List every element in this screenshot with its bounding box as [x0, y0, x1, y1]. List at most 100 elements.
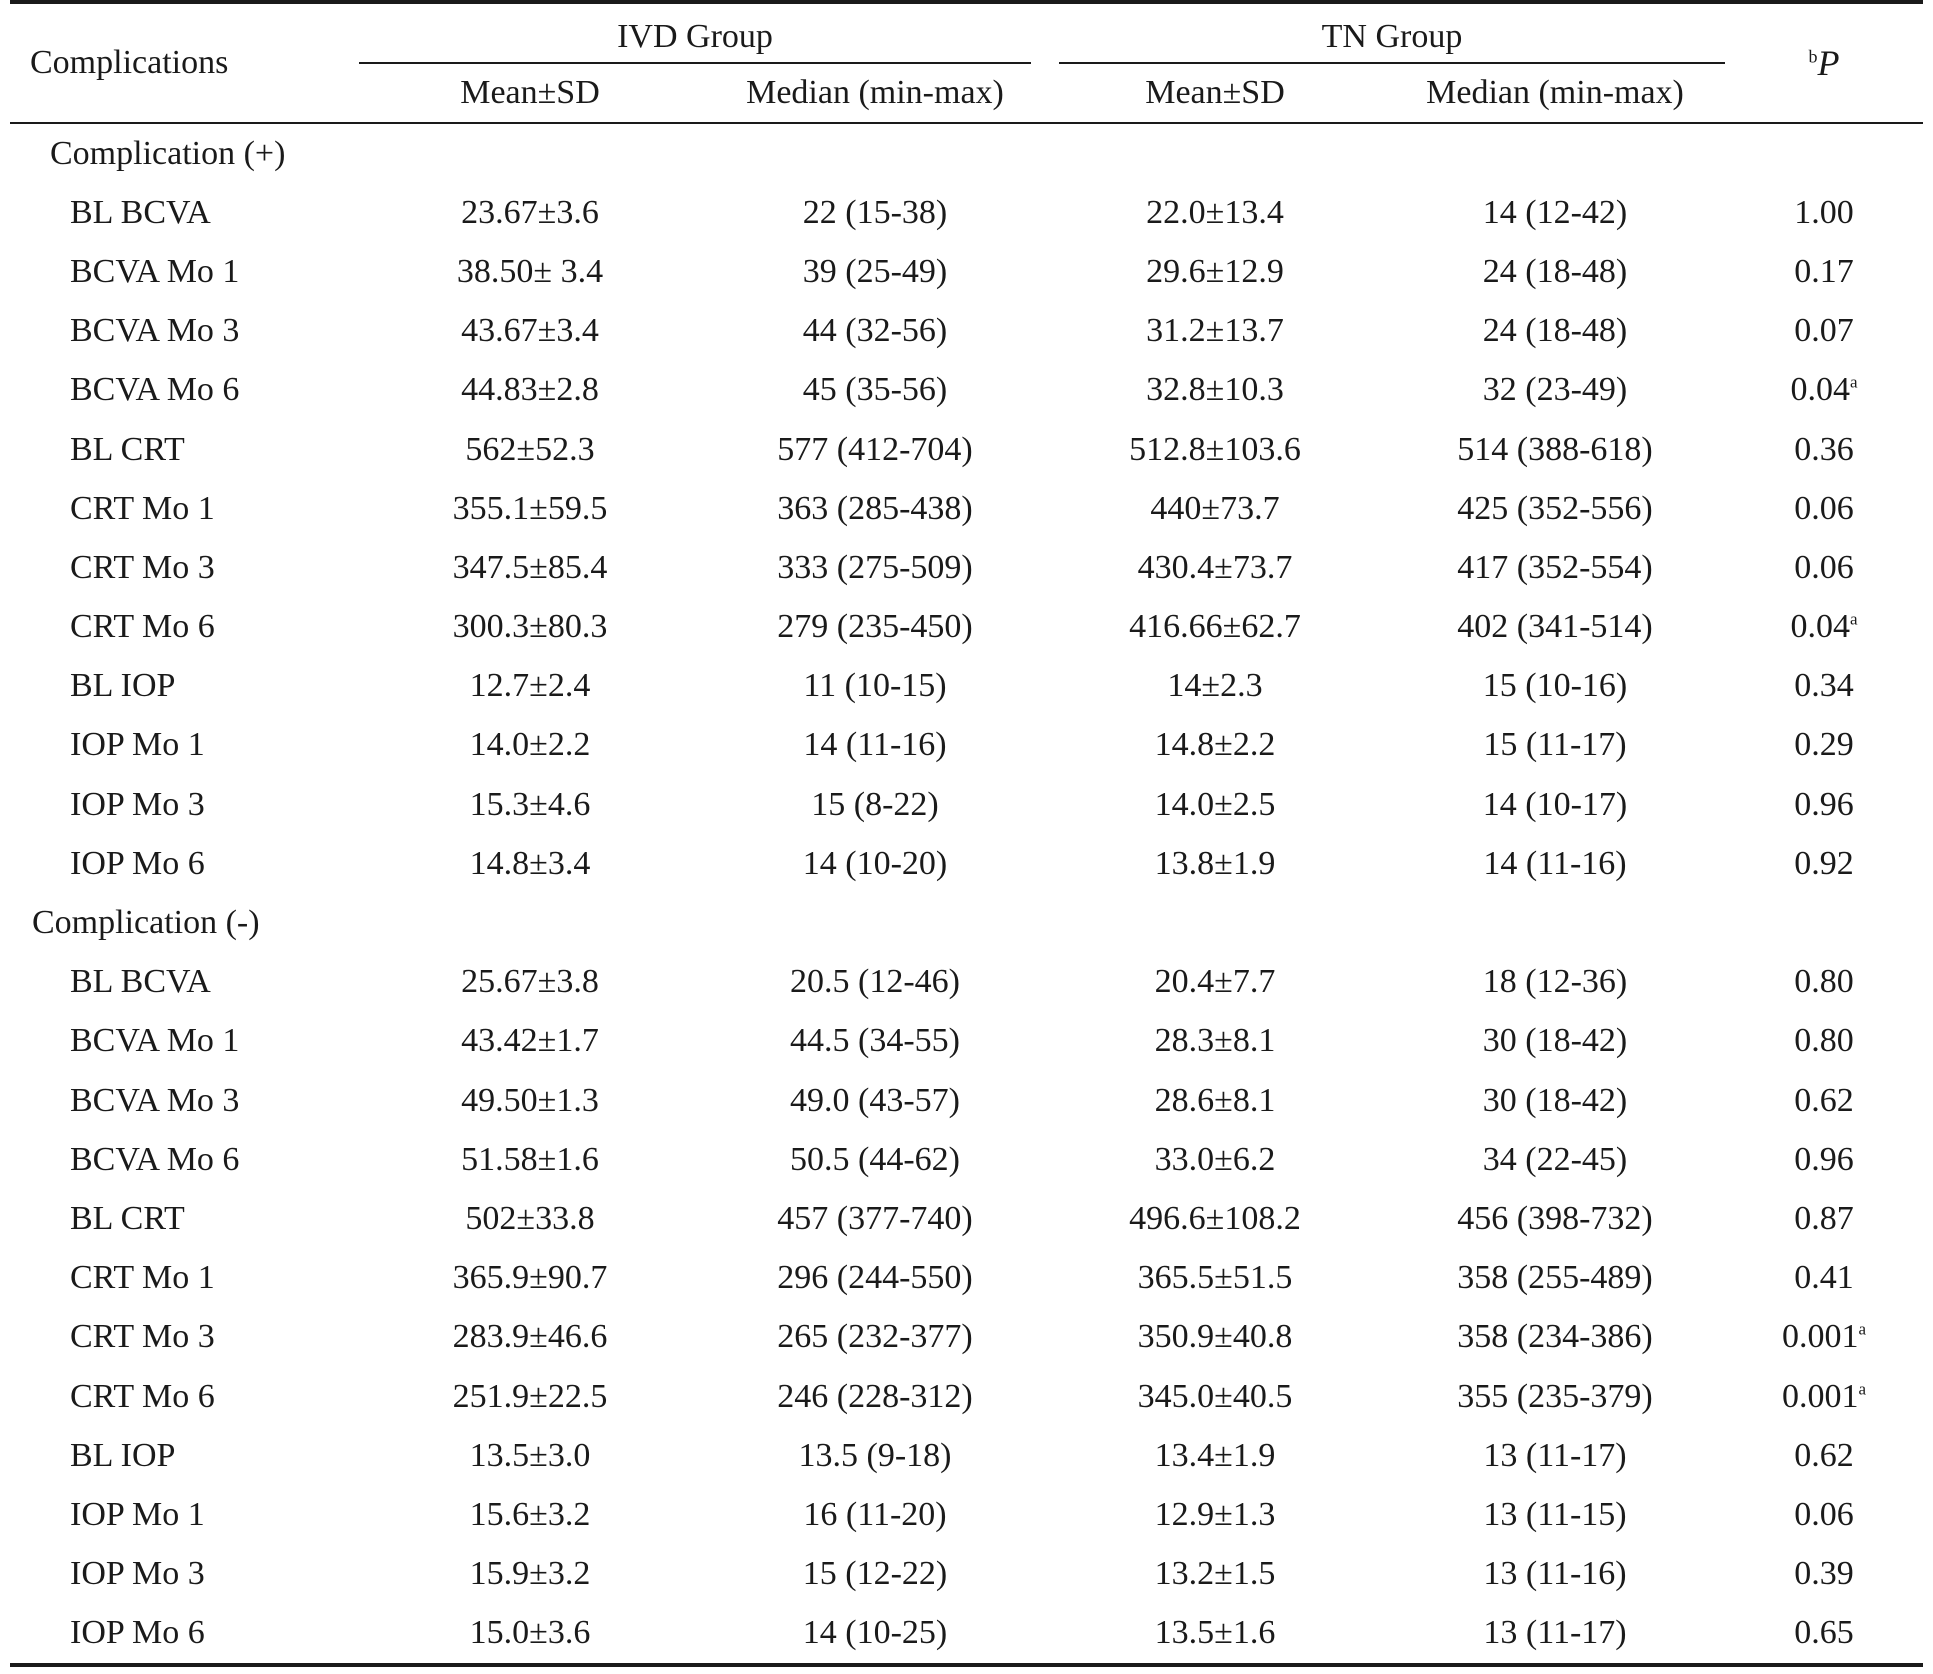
table-row: BL BCVA 25.67±3.8 20.5 (12-46) 20.4±7.7 18 (… [10, 953, 1923, 1012]
empty-cell [1045, 123, 1385, 183]
p-value: 0.80 [1794, 963, 1854, 1001]
tn-mean-sd-cell: 28.3±8.1 [1154, 1022, 1276, 1060]
ivd-median-cell: 22 (15-38) [802, 193, 948, 231]
significance-marker: a [1849, 373, 1858, 393]
p-value-cell: 0.80 [1725, 953, 1923, 1012]
table-row: BL IOP 12.7±2.4 11 (10-15) 14±2.3 15 (10-16)… [10, 657, 1923, 716]
tn-mean-sd-cell: 430.4±73.7 [1137, 548, 1293, 586]
p-value: 0.06 [1794, 1495, 1854, 1533]
p-value-cell: 0.62 [1725, 1426, 1923, 1485]
ivd-mean-sd-cell: 283.9±46.6 [452, 1318, 608, 1356]
table-row: CRT Mo 3 283.9±46.6 265 (232-377) 350.9±40.… [10, 1308, 1923, 1367]
p-value: 0.001 [1781, 1318, 1859, 1356]
tn-median-cell: 456 (398-732) [1457, 1199, 1653, 1237]
tn-median-cell: 30 (18-42) [1482, 1081, 1628, 1119]
ivd-median-cell: 363 (285-438) [777, 489, 973, 527]
tn-mean-sd-cell: 14.8±2.2 [1154, 726, 1276, 764]
ivd-median-cell: 44 (32-56) [802, 312, 948, 350]
ivd-median-cell: 44.5 (34-55) [790, 1022, 960, 1060]
p-value-cell: 1.00 [1725, 183, 1923, 242]
tn-mean-sd-cell: 31.2±13.7 [1146, 312, 1284, 350]
tn-mean-sd-cell: 33.0±6.2 [1154, 1140, 1276, 1178]
p-value: 0.65 [1794, 1614, 1854, 1652]
row-label: BL BCVA [70, 193, 211, 231]
p-value-cell: 0.001a [1725, 1367, 1923, 1426]
table-row: IOP Mo 1 15.6±3.2 16 (11-20) 12.9±1.3 13 (11… [10, 1485, 1923, 1544]
p-value-cell: 0.87 [1725, 1189, 1923, 1248]
tn-mean-sd-cell: 20.4±7.7 [1154, 963, 1276, 1001]
tn-mean-sd-cell: 440±73.7 [1150, 489, 1280, 527]
tn-mean-sd-cell: 14±2.3 [1167, 667, 1263, 705]
row-label: CRT Mo 3 [70, 1318, 215, 1356]
p-value-cell: 0.92 [1725, 834, 1923, 893]
row-label: BCVA Mo 1 [70, 252, 240, 290]
header-tn-median: Median (min-max) [1426, 74, 1684, 111]
row-label: BL IOP [70, 667, 176, 705]
tn-mean-sd-cell: 345.0±40.5 [1137, 1377, 1293, 1415]
row-label: IOP Mo 6 [70, 844, 205, 882]
ivd-mean-sd-cell: 15.9±3.2 [469, 1555, 591, 1593]
p-value-cell: 0.17 [1725, 242, 1923, 301]
section-row: Complication (+) [10, 123, 1923, 183]
p-value-cell: 0.06 [1725, 479, 1923, 538]
header-ivd-mean-sd: Mean±SD [460, 74, 600, 111]
table-row: BCVA Mo 1 43.42±1.7 44.5 (34-55) 28.3±8.1 30… [10, 1012, 1923, 1071]
tn-median-cell: 13 (11-17) [1483, 1436, 1627, 1474]
header-tn-mean-sd: Mean±SD [1145, 74, 1285, 111]
ivd-mean-sd-cell: 44.83±2.8 [461, 371, 599, 409]
p-value: 0.62 [1794, 1436, 1854, 1474]
header-ivd-median: Median (min-max) [746, 74, 1004, 111]
significance-marker: a [1858, 1379, 1867, 1399]
tn-median-cell: 355 (235-379) [1457, 1377, 1653, 1415]
p-superscript: b [1808, 46, 1818, 67]
header-tn-group: TN Group [1045, 2, 1726, 64]
ivd-median-cell: 50.5 (44-62) [790, 1140, 960, 1178]
header-ivd-group: IVD Group [355, 2, 1045, 64]
tn-median-cell: 24 (18-48) [1482, 252, 1628, 290]
table-header: Complications IVD Group TN Group bP Mean… [10, 2, 1924, 124]
tn-median-cell: 14 (11-16) [1483, 844, 1627, 882]
table-row: BCVA Mo 3 49.50±1.3 49.0 (43-57) 28.6±8.1 30… [10, 1071, 1923, 1130]
ivd-median-cell: 265 (232-377) [777, 1318, 973, 1356]
tn-median-cell: 18 (12-36) [1482, 963, 1628, 1001]
tn-mean-sd-cell: 512.8±103.6 [1129, 430, 1301, 468]
significance-marker: a [1858, 1320, 1867, 1340]
ivd-median-cell: 15 (8-22) [811, 785, 939, 823]
ivd-median-cell: 11 (10-15) [803, 667, 947, 705]
p-value: 0.96 [1794, 785, 1854, 823]
row-label: BL IOP [70, 1436, 176, 1474]
p-value-cell: 0.65 [1725, 1604, 1923, 1665]
p-value: 0.06 [1794, 548, 1854, 586]
ivd-median-cell: 14 (10-20) [802, 844, 948, 882]
tn-mean-sd-cell: 496.6±108.2 [1129, 1199, 1301, 1237]
row-label: IOP Mo 1 [70, 1495, 205, 1533]
p-value: 0.04 [1790, 371, 1850, 409]
p-value-cell: 0.62 [1725, 1071, 1923, 1130]
ivd-mean-sd-cell: 43.67±3.4 [461, 312, 599, 350]
ivd-mean-sd-cell: 14.0±2.2 [469, 726, 591, 764]
p-value-cell: 0.34 [1725, 657, 1923, 716]
table-row: CRT Mo 6 251.9±22.5 246 (228-312) 345.0±40.… [10, 1367, 1923, 1426]
empty-cell [705, 123, 1045, 183]
p-value-cell: 0.39 [1725, 1545, 1923, 1604]
tn-mean-sd-cell: 28.6±8.1 [1154, 1081, 1276, 1119]
ivd-mean-sd-cell: 502±33.8 [465, 1199, 595, 1237]
tn-median-cell: 14 (12-42) [1482, 193, 1628, 231]
p-value: 0.92 [1794, 844, 1854, 882]
p-value: 0.29 [1794, 726, 1854, 764]
complications-table: Complications IVD Group TN Group bP Mean… [10, 0, 1924, 1667]
p-value-cell: 0.29 [1725, 716, 1923, 775]
p-value-cell: 0.06 [1725, 1485, 1923, 1544]
row-label: CRT Mo 6 [70, 1377, 215, 1415]
table-row: BCVA Mo 1 38.50± 3.4 39 (25-49) 29.6±12.9 24… [10, 242, 1923, 301]
p-value-cell: 0.06 [1725, 538, 1923, 597]
ivd-mean-sd-cell: 355.1±59.5 [452, 489, 608, 527]
ivd-median-cell: 15 (12-22) [802, 1555, 948, 1593]
table-row: CRT Mo 1 355.1±59.5 363 (285-438) 440±73.7 4… [10, 479, 1923, 538]
p-value-cell: 0.96 [1725, 775, 1923, 834]
section-title: Complication (+) [50, 134, 286, 172]
tn-mean-sd-cell: 14.0±2.5 [1154, 785, 1276, 823]
table-row: IOP Mo 3 15.9±3.2 15 (12-22) 13.2±1.5 13 (11… [10, 1545, 1923, 1604]
table-row: CRT Mo 1 365.9±90.7 296 (244-550) 365.5±51.… [10, 1249, 1923, 1308]
row-label: BL BCVA [70, 963, 211, 1001]
